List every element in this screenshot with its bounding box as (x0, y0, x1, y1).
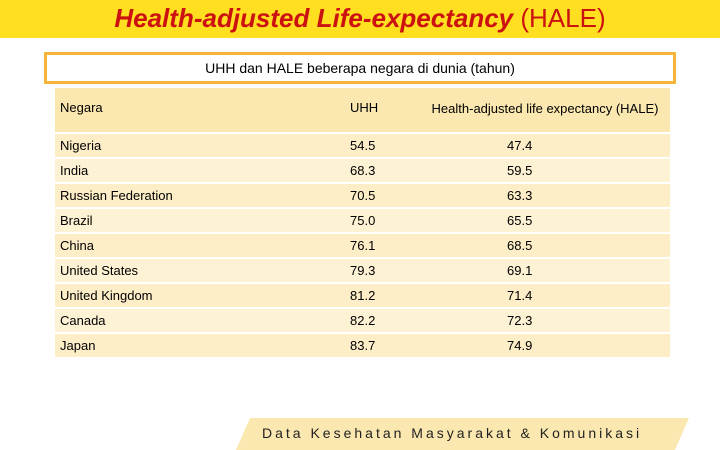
subtitle-box: UHH dan HALE beberapa negara di dunia (t… (44, 52, 676, 84)
page-title: Health-adjusted Life-expectancy (HALE) (114, 3, 605, 34)
cell-hale: 74.9 (507, 338, 533, 353)
cell-hale: 65.5 (507, 213, 533, 228)
cell-country: Canada (60, 313, 106, 328)
cell-uhh: 70.5 (350, 188, 376, 203)
footer-bar (250, 418, 675, 450)
page-title-suffix: (HALE) (520, 3, 606, 33)
cell-uhh: 81.2 (350, 288, 376, 303)
table-row: United Kingdom 81.2 71.4 (55, 284, 670, 309)
cell-country: China (60, 238, 94, 253)
table-header-row: Negara UHH Health-adjusted life expectan… (55, 88, 670, 134)
cell-country: Russian Federation (60, 188, 173, 203)
table-row: Russian Federation 70.5 63.3 (55, 184, 670, 209)
page-title-main: Health-adjusted Life-expectancy (114, 3, 514, 33)
cell-country: United Kingdom (60, 288, 153, 303)
cell-uhh: 75.0 (350, 213, 376, 228)
cell-uhh: 83.7 (350, 338, 376, 353)
data-table: Negara UHH Health-adjusted life expectan… (55, 88, 670, 359)
header-hale: Health-adjusted life expectancy (HALE) (431, 101, 659, 116)
cell-hale: 68.5 (507, 238, 533, 253)
header-country: Negara (60, 100, 103, 115)
cell-uhh: 76.1 (350, 238, 376, 253)
cell-hale: 69.1 (507, 263, 533, 278)
cell-hale: 47.4 (507, 138, 533, 153)
cell-uhh: 54.5 (350, 138, 376, 153)
cell-country: Nigeria (60, 138, 102, 153)
cell-country: India (60, 163, 89, 178)
footer-notch-right (675, 418, 689, 450)
cell-hale: 71.4 (507, 288, 533, 303)
table-row: Japan 83.7 74.9 (55, 334, 670, 359)
cell-hale: 63.3 (507, 188, 533, 203)
table-row: China 76.1 68.5 (55, 234, 670, 259)
footer-notch-left (236, 418, 250, 450)
cell-uhh: 79.3 (350, 263, 376, 278)
title-bar: Health-adjusted Life-expectancy (HALE) (0, 0, 720, 38)
cell-hale: 72.3 (507, 313, 533, 328)
cell-uhh: 68.3 (350, 163, 376, 178)
header-uhh: UHH (350, 100, 379, 115)
cell-country: Japan (60, 338, 96, 353)
table-row: Brazil 75.0 65.5 (55, 209, 670, 234)
table-row: Canada 82.2 72.3 (55, 309, 670, 334)
table-row: India 68.3 59.5 (55, 159, 670, 184)
cell-country: United States (60, 263, 139, 278)
footer-text: Data Kesehatan Masyarakat & Komunikasi (262, 425, 643, 441)
subtitle: UHH dan HALE beberapa negara di dunia (t… (205, 60, 515, 76)
table-row: United States 79.3 69.1 (55, 259, 670, 284)
cell-uhh: 82.2 (350, 313, 376, 328)
cell-hale: 59.5 (507, 163, 533, 178)
cell-country: Brazil (60, 213, 93, 228)
table-row: Nigeria 54.5 47.4 (55, 134, 670, 159)
